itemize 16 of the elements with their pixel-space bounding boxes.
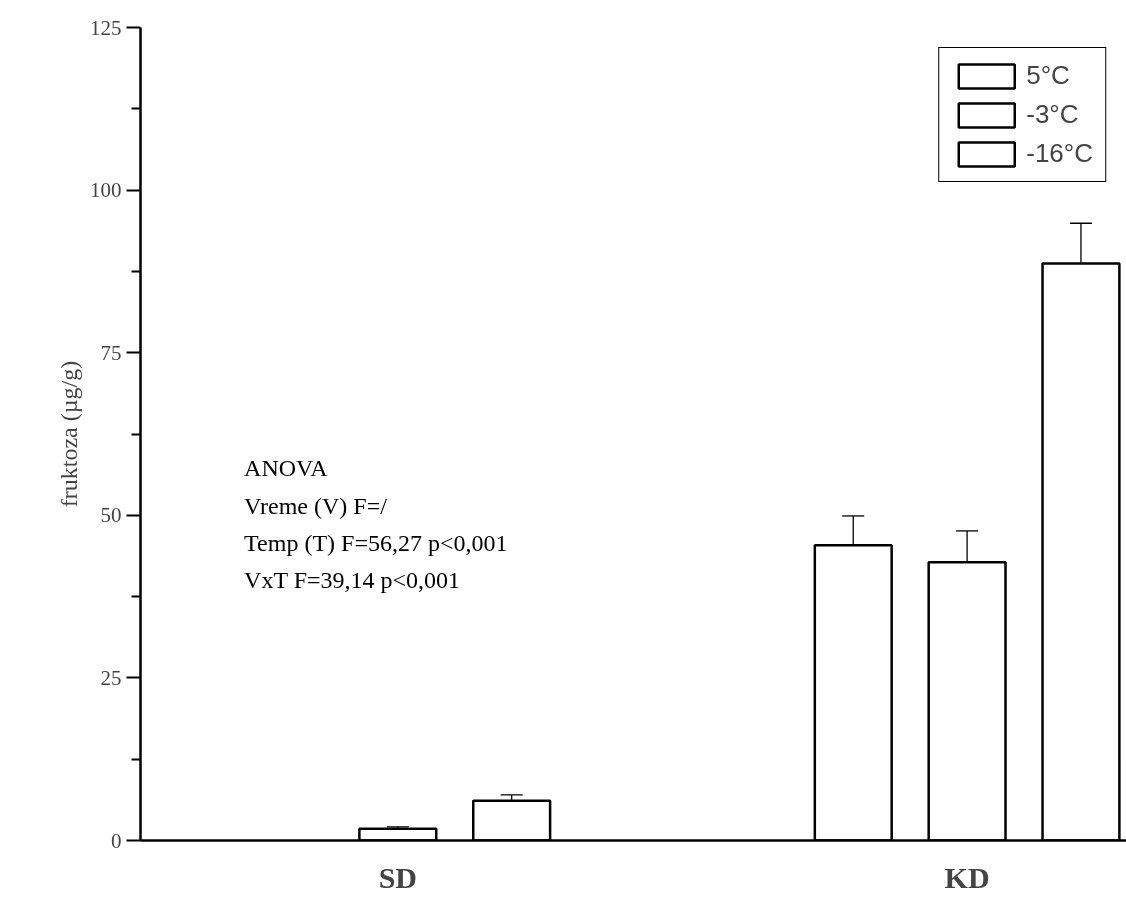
y-tick-label: 25 — [100, 665, 122, 690]
y-tick-label: 0 — [111, 828, 122, 853]
annotation: VxT F=39,14 p<0,001 — [244, 566, 461, 593]
y-tick-label: 100 — [90, 178, 122, 203]
annotation: Temp (T) F=56,27 p<0,001 — [244, 529, 508, 556]
y-tick-label: 50 — [100, 503, 122, 528]
y-tick-label: 75 — [100, 340, 122, 365]
y-tick-label: 125 — [90, 15, 122, 40]
legend-label: 5°C — [1026, 60, 1070, 91]
annotation: ANOVA — [244, 455, 329, 482]
annotation: Vreme (V) F=/ — [244, 492, 388, 519]
legend-label: -3°C — [1026, 99, 1079, 130]
legend-label: -16°C — [1026, 138, 1093, 169]
x-tick-label: SD — [378, 860, 417, 894]
y-axis-title: fruktoza (µg/g) — [56, 360, 82, 508]
x-tick-label: KD — [944, 860, 990, 894]
